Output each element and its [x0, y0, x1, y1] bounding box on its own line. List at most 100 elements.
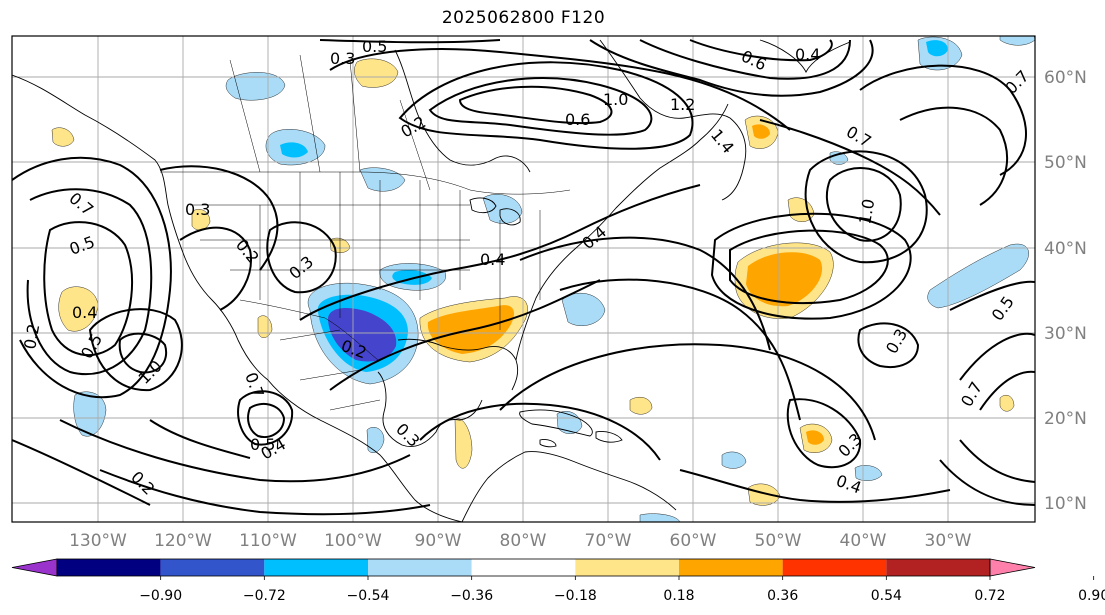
longitude-label: 40°W — [840, 531, 887, 551]
colorbar-segment — [575, 559, 679, 576]
contour-line — [899, 106, 1009, 206]
longitude-label: 30°W — [925, 531, 972, 551]
contour-label: 1.0 — [603, 90, 628, 109]
negative-area — [926, 40, 948, 57]
contour-line — [959, 439, 1035, 483]
us-mexico-border — [239, 299, 379, 361]
colorbar-tick-label: 0.54 — [871, 588, 902, 604]
contour-label: 0.2 — [20, 322, 43, 350]
longitude-label: 100°W — [324, 531, 382, 551]
contour-line — [639, 39, 851, 80]
positive-area — [191, 209, 211, 231]
latitude-label: 50°N — [1044, 153, 1087, 173]
colorbar-segment — [471, 559, 576, 576]
longitude-label: 70°W — [585, 531, 632, 551]
colorbar-tick-label: −0.36 — [450, 588, 493, 604]
contour-label: 0.5 — [250, 435, 275, 454]
coastlines-layer — [12, 39, 851, 522]
contour-line — [428, 77, 653, 136]
contour-layer — [12, 39, 1035, 516]
contour-line — [59, 419, 411, 483]
contour-line — [689, 39, 833, 62]
colorbar-frame — [56, 558, 991, 577]
contour-line — [519, 236, 771, 351]
greenland-coast — [759, 39, 851, 74]
contour-line — [237, 390, 294, 446]
contour-label: 0.3 — [185, 200, 210, 219]
contour-line — [589, 39, 874, 97]
colorbar-segment — [160, 559, 265, 576]
negative-area — [561, 292, 606, 326]
contour-line — [979, 370, 1035, 411]
contour-label: 0.5 — [362, 37, 387, 56]
positive-area — [58, 286, 99, 332]
contour-line — [729, 229, 889, 305]
colorbar-tick-label: −0.90 — [139, 588, 182, 604]
negative-area — [280, 142, 308, 158]
longitude-labels: 130°W 120°W 110°W 100°W 90°W 80°W 70°W 60°W 50°W… — [69, 531, 972, 551]
map-title: 2025062800 F120 — [441, 8, 606, 28]
contour-line — [679, 469, 951, 503]
contour-line — [12, 156, 172, 399]
state-lines — [190, 172, 541, 330]
positive-area — [354, 58, 399, 88]
contour-line — [759, 119, 941, 216]
colorbar: −0.90 −0.72 −0.54 −0.36 −0.18 0.18 0.36 0.54 0.7… — [11, 558, 1105, 604]
colorbar-segment — [679, 559, 783, 576]
colorbar-segment — [886, 559, 990, 576]
contour-line — [118, 332, 168, 374]
longitude-label: 120°W — [154, 531, 212, 551]
negative-area — [927, 243, 1029, 309]
contour-line — [99, 469, 431, 516]
colorbar-tick-label: 0.18 — [663, 588, 694, 604]
longitude-label: 110°W — [239, 531, 297, 551]
political-boundaries — [159, 54, 571, 411]
us-canada-border — [159, 171, 571, 195]
colorbar-extend-high — [989, 558, 1036, 577]
negative-area — [854, 465, 883, 481]
positive-area — [629, 397, 653, 415]
contour-line — [499, 343, 876, 441]
positive-area — [999, 395, 1015, 412]
colorbar-tick-label: 0.36 — [767, 588, 798, 604]
contour-label: 0.4 — [795, 45, 820, 64]
contour-line — [88, 308, 183, 392]
caribbean-island — [539, 439, 557, 448]
coastline — [397, 338, 519, 391]
colorbar-extend-low — [11, 558, 58, 577]
coastline — [515, 103, 729, 361]
longitude-label: 60°W — [670, 531, 717, 551]
contour-line — [179, 226, 252, 311]
positive-area — [257, 315, 273, 338]
mexico-states — [279, 329, 381, 411]
coastline — [12, 74, 463, 522]
great-lakes — [469, 197, 521, 226]
colorbar-tick-label: 0.72 — [974, 588, 1005, 604]
contour-line — [939, 459, 1035, 506]
contour-line — [12, 439, 151, 506]
contour-line — [149, 419, 251, 459]
contour-label: 0.4 — [72, 303, 97, 322]
contour-line — [247, 402, 286, 438]
latitude-label: 30°N — [1044, 324, 1087, 344]
longitude-label: 50°W — [755, 531, 802, 551]
longitude-label: 90°W — [415, 531, 462, 551]
contour-line — [959, 332, 1035, 381]
colorbar-tick-label: −0.18 — [554, 588, 597, 604]
coastline — [394, 49, 531, 173]
contour-line — [559, 278, 801, 421]
contour-label: 0.6 — [565, 110, 590, 129]
colorbar-tick-label: −0.72 — [243, 588, 286, 604]
negative-area — [721, 451, 747, 469]
contour-line — [26, 188, 153, 376]
contour-line — [458, 85, 613, 125]
caribbean-island — [595, 431, 623, 443]
positive-area — [806, 430, 824, 445]
positive-area — [454, 418, 473, 469]
positive-area — [746, 252, 823, 307]
map-background — [12, 36, 1035, 522]
colorbar-segment — [57, 559, 161, 576]
contour-line — [857, 322, 920, 368]
contour-line — [825, 167, 902, 242]
